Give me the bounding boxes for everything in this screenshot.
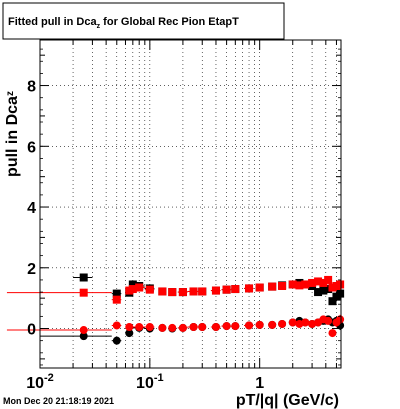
data-point-square bbox=[301, 280, 310, 289]
data-point-square bbox=[128, 285, 137, 294]
x-tick-label: 10-2 bbox=[26, 372, 54, 392]
data-point-square bbox=[79, 273, 88, 282]
data-point-square bbox=[112, 295, 121, 304]
x-axis-label: pT/|q| (GeV/c) bbox=[236, 392, 339, 409]
data-point-circle bbox=[288, 318, 297, 327]
data-point-circle bbox=[79, 332, 88, 341]
data-point-circle bbox=[112, 321, 121, 330]
data-point-square bbox=[278, 282, 287, 290]
data-point-square bbox=[314, 277, 323, 286]
y-tick-label: 8 bbox=[27, 79, 36, 96]
data-marks bbox=[6, 273, 345, 345]
y-tick-label: 2 bbox=[27, 261, 36, 278]
data-point-circle bbox=[112, 336, 121, 345]
data-point-square bbox=[112, 289, 121, 298]
data-point-square bbox=[295, 281, 304, 290]
data-point-square bbox=[145, 285, 154, 294]
timestamp: Mon Dec 20 21:18:19 2021 bbox=[3, 396, 114, 406]
data-point-circle bbox=[158, 323, 167, 332]
title-box bbox=[2, 2, 285, 40]
data-point-square bbox=[288, 280, 297, 289]
series-1 bbox=[6, 275, 345, 304]
data-point-square bbox=[268, 282, 277, 291]
x-tick-label: 1 bbox=[255, 375, 264, 392]
series-3 bbox=[6, 314, 345, 338]
data-point-square bbox=[324, 285, 333, 294]
data-point-circle bbox=[255, 320, 264, 329]
data-point-square bbox=[314, 288, 323, 297]
data-point-circle bbox=[168, 323, 177, 332]
x-tick-label: 10-1 bbox=[136, 372, 164, 392]
data-point-square bbox=[79, 288, 88, 297]
data-point-circle bbox=[198, 323, 207, 331]
data-point-circle bbox=[222, 322, 231, 331]
data-point-circle bbox=[336, 315, 345, 324]
data-point-circle bbox=[135, 323, 144, 331]
chart-title: Fitted pull in Dcaz for Global Rec Pion … bbox=[8, 16, 239, 30]
y-tick-label: 6 bbox=[27, 139, 36, 156]
data-point-circle bbox=[268, 320, 277, 329]
data-point-square bbox=[222, 285, 231, 294]
y-axis-label: pull in Dcaz bbox=[4, 91, 21, 177]
y-tick-label: 0 bbox=[27, 322, 36, 339]
data-point-square bbox=[158, 287, 167, 296]
axis-ticks bbox=[39, 40, 341, 368]
data-point-circle bbox=[125, 329, 134, 338]
data-point-circle bbox=[278, 319, 287, 328]
data-point-square bbox=[255, 283, 264, 292]
data-point-square bbox=[135, 283, 144, 292]
data-point-circle bbox=[245, 321, 254, 330]
data-point-square bbox=[319, 286, 328, 295]
data-point-circle bbox=[231, 322, 240, 331]
data-point-square bbox=[231, 285, 240, 294]
data-point-circle bbox=[145, 323, 154, 331]
data-point-circle bbox=[125, 323, 134, 331]
data-point-square bbox=[211, 286, 220, 295]
y-tick-label: 4 bbox=[27, 200, 36, 217]
data-point-square bbox=[308, 278, 317, 287]
data-point-square bbox=[245, 284, 254, 293]
data-point-square bbox=[198, 287, 207, 296]
data-point-circle bbox=[328, 329, 337, 338]
data-point-circle bbox=[189, 323, 198, 331]
grid-lines bbox=[39, 40, 341, 368]
data-point-square bbox=[324, 275, 333, 284]
data-point-square bbox=[328, 297, 337, 306]
data-point-square bbox=[336, 289, 345, 298]
data-point-circle bbox=[211, 323, 220, 331]
plot-frame bbox=[39, 39, 342, 369]
data-point-square bbox=[168, 288, 177, 297]
data-point-circle bbox=[301, 318, 310, 327]
data-point-square bbox=[319, 278, 328, 287]
data-point-square bbox=[128, 280, 137, 289]
data-point-circle bbox=[324, 316, 333, 325]
data-point-circle bbox=[178, 323, 187, 332]
data-point-square bbox=[178, 288, 187, 297]
data-point-square bbox=[189, 287, 198, 296]
data-point-square bbox=[336, 280, 345, 289]
data-point-circle bbox=[79, 326, 88, 335]
